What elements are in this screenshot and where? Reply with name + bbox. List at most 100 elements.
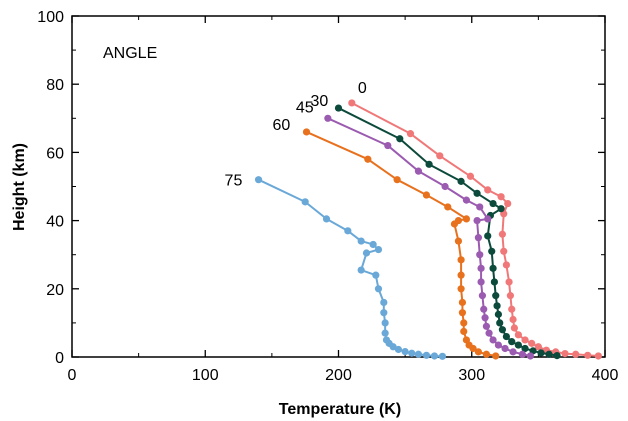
series-line-0 bbox=[351, 102, 599, 357]
series-point-45 bbox=[474, 234, 483, 242]
series-point-0 bbox=[506, 292, 514, 300]
series-point-45 bbox=[509, 348, 517, 356]
series-point-75 bbox=[408, 349, 416, 357]
series-line-75 bbox=[258, 178, 443, 358]
angle-annotation: ANGLE bbox=[103, 45, 157, 62]
series-point-75 bbox=[380, 298, 388, 307]
series-point-60 bbox=[393, 176, 401, 184]
series-point-30 bbox=[492, 292, 500, 300]
series-point-60 bbox=[460, 319, 468, 327]
series-point-30 bbox=[502, 332, 510, 341]
series-point-0 bbox=[348, 99, 356, 107]
series-point-0 bbox=[466, 172, 475, 180]
series-point-45 bbox=[476, 251, 484, 259]
series-point-45 bbox=[414, 167, 423, 175]
plot-frame bbox=[71, 15, 606, 358]
series-point-75 bbox=[401, 347, 409, 356]
series-label-60: 60 bbox=[273, 117, 291, 134]
y-tick-label: 80 bbox=[46, 77, 64, 94]
series-point-0 bbox=[528, 339, 536, 347]
series-point-0 bbox=[594, 352, 602, 360]
series-point-30 bbox=[473, 189, 481, 197]
series-point-45 bbox=[462, 196, 471, 204]
series-point-30 bbox=[537, 349, 545, 357]
series-point-30 bbox=[521, 344, 529, 353]
series-layer bbox=[254, 99, 602, 360]
series-point-30 bbox=[334, 104, 343, 112]
series-point-60 bbox=[474, 348, 483, 356]
series-line-60 bbox=[306, 131, 496, 357]
series-point-60 bbox=[457, 271, 465, 279]
series-label-45: 45 bbox=[296, 99, 314, 116]
series-point-45 bbox=[477, 278, 485, 286]
series-label-30: 30 bbox=[311, 93, 329, 110]
series-point-60 bbox=[458, 309, 467, 317]
series-point-0 bbox=[500, 247, 508, 255]
series-point-45 bbox=[476, 203, 484, 211]
series-point-30 bbox=[490, 278, 499, 286]
series-point-45 bbox=[478, 292, 487, 300]
series-point-0 bbox=[521, 336, 529, 344]
series-point-30 bbox=[457, 177, 465, 185]
series-point-45 bbox=[526, 352, 534, 360]
series-point-30 bbox=[496, 319, 504, 327]
series-point-75 bbox=[422, 351, 431, 359]
series-point-75 bbox=[254, 176, 263, 184]
series-point-0 bbox=[509, 315, 517, 324]
series-point-75 bbox=[362, 249, 371, 257]
series-point-45 bbox=[518, 350, 526, 358]
series-30 bbox=[334, 104, 561, 360]
series-45 bbox=[324, 114, 534, 360]
series-point-60 bbox=[450, 220, 459, 228]
y-tick-label: 0 bbox=[55, 350, 64, 367]
series-point-30 bbox=[497, 205, 505, 213]
series-point-75 bbox=[374, 285, 383, 293]
series-point-30 bbox=[484, 232, 492, 240]
series-point-60 bbox=[458, 298, 467, 307]
series-0 bbox=[348, 99, 602, 360]
series-point-0 bbox=[534, 343, 542, 351]
series-point-0 bbox=[561, 349, 569, 358]
series-point-60 bbox=[492, 352, 500, 360]
series-point-30 bbox=[494, 310, 502, 318]
series-point-45 bbox=[501, 344, 509, 353]
x-tick-label: 300 bbox=[458, 367, 485, 384]
series-point-0 bbox=[484, 186, 492, 194]
series-point-75 bbox=[438, 352, 447, 360]
series-point-30 bbox=[553, 352, 561, 360]
series-point-75 bbox=[374, 245, 383, 254]
series-point-45 bbox=[482, 322, 491, 330]
series-point-75 bbox=[381, 329, 389, 337]
series-point-60 bbox=[422, 191, 431, 199]
y-tick-label: 60 bbox=[46, 145, 64, 162]
x-tick-label: 100 bbox=[192, 367, 219, 384]
y-axis-title: Height (km) bbox=[11, 143, 28, 231]
series-point-0 bbox=[497, 193, 505, 201]
series-75 bbox=[254, 176, 447, 360]
series-point-30 bbox=[493, 302, 501, 310]
series-point-45 bbox=[489, 336, 497, 344]
series-point-45 bbox=[324, 114, 332, 122]
series-point-75 bbox=[394, 345, 403, 354]
series-point-45 bbox=[485, 329, 493, 337]
series-point-60 bbox=[469, 344, 477, 353]
series-line-30 bbox=[338, 107, 558, 357]
series-point-30 bbox=[498, 326, 506, 334]
series-point-75 bbox=[372, 271, 380, 279]
series-point-75 bbox=[301, 198, 309, 206]
series-point-30 bbox=[488, 247, 496, 255]
x-axis-title: Temperature (K) bbox=[279, 401, 401, 418]
series-point-60 bbox=[454, 237, 463, 245]
series-point-60 bbox=[444, 203, 452, 211]
series-point-0 bbox=[514, 331, 522, 339]
series-point-0 bbox=[510, 324, 518, 332]
x-tick-label: 400 bbox=[592, 367, 619, 384]
series-point-75 bbox=[344, 227, 352, 235]
series-point-45 bbox=[473, 217, 481, 225]
series-point-30 bbox=[489, 199, 497, 208]
series-point-30 bbox=[396, 135, 404, 143]
series-point-60 bbox=[457, 256, 465, 264]
